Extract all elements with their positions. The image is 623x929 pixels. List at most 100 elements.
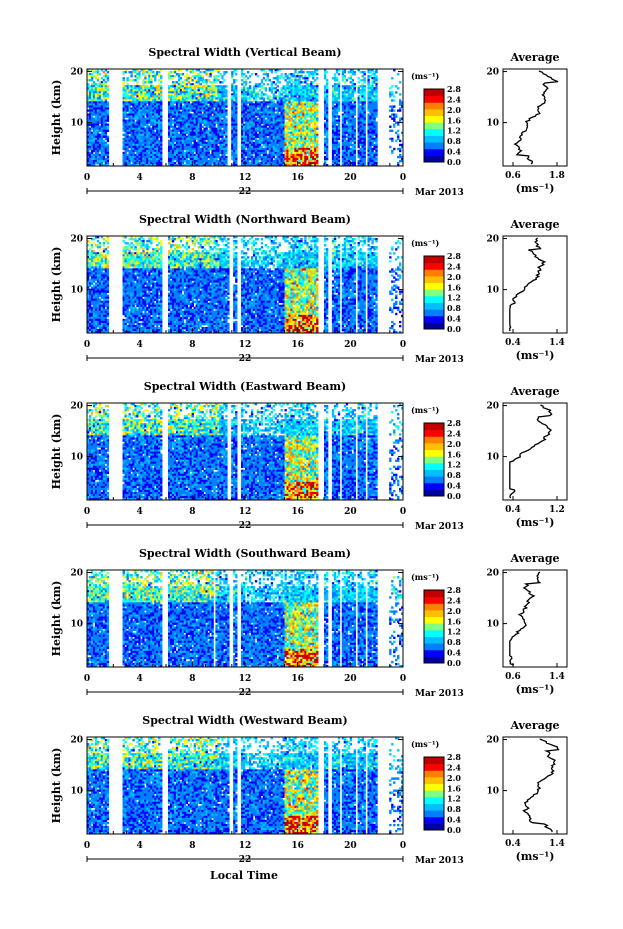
colorbar-segment: [424, 95, 444, 103]
colorbar-tick-label: 0.4: [447, 815, 461, 825]
average-profile-line: [522, 738, 560, 833]
average-y-tick-label: 10: [486, 119, 499, 129]
colorbar-segment: [424, 783, 444, 791]
x-tick-label: 8: [189, 173, 195, 183]
colorbar-segment: [424, 810, 444, 818]
colorbar-segment: [424, 429, 444, 437]
colorbar-segment: [424, 155, 444, 163]
colorbar-segment: [424, 148, 444, 156]
colorbar-tick-label: 2.8: [447, 251, 461, 261]
y-tick-label: 20: [70, 569, 83, 579]
colorbar-segment: [424, 629, 444, 637]
colorbar-tick-label: 2.8: [447, 585, 461, 595]
colorbar-segment: [424, 295, 444, 303]
average-y-tick-label: 20: [486, 402, 499, 412]
colorbar-segment: [424, 603, 444, 611]
colorbar-tick-label: 2.0: [447, 272, 461, 282]
colorbar-tick-label: 1.2: [447, 794, 461, 804]
average-y-tick-label: 10: [486, 620, 499, 630]
average-profile-line: [509, 571, 542, 666]
colorbar-tick-label: 0.8: [447, 804, 461, 814]
x-tick-label: 16: [291, 841, 304, 851]
colorbar-tick-label: 2.4: [447, 595, 461, 605]
panel-title: Spectral Width (Vertical Beam): [148, 46, 341, 59]
y-axis-label: Height (km): [50, 414, 63, 490]
colorbar-segment: [424, 142, 444, 150]
colorbar-frame: [423, 589, 445, 664]
average-x-tick-label: 0.4: [505, 338, 521, 348]
date-label: Mar 2013: [415, 689, 464, 699]
colorbar-segment: [424, 596, 444, 604]
colorbar-segment: [424, 102, 444, 110]
colorbar-segment: [424, 315, 444, 323]
colorbar-segment: [424, 636, 444, 644]
y-tick-label: 10: [70, 453, 83, 463]
colorbar-tick-label: 1.2: [447, 126, 461, 136]
colorbar-tick-label: 0.0: [447, 491, 461, 501]
colorbar-tick-label: 1.6: [447, 115, 461, 125]
average-y-tick-label: 20: [486, 736, 499, 746]
colorbar-segment: [424, 436, 444, 444]
colorbar-segment: [424, 89, 444, 97]
average-profile-line: [509, 404, 553, 499]
colorbar-segment: [424, 476, 444, 484]
x-tick-label: 16: [291, 340, 304, 350]
colorbar-title: (ms⁻¹): [411, 572, 439, 582]
colorbar-segment: [424, 262, 444, 270]
colorbar-segment: [424, 135, 444, 143]
x-tick-label: 0: [84, 841, 90, 851]
average-y-tick-label: 10: [486, 286, 499, 296]
colorbar-segment: [424, 776, 444, 785]
x-axis-title: Local Time: [210, 869, 278, 882]
average-y-tick-label: 20: [486, 569, 499, 579]
colorbar-tick-label: 2.8: [447, 418, 461, 428]
heatmap-cells: [87, 236, 404, 334]
average-profile-line: [513, 70, 559, 165]
average-frame: [502, 736, 568, 835]
colorbar-segment: [424, 449, 444, 457]
colorbar-segment: [424, 643, 444, 651]
y-tick-label: 10: [70, 787, 83, 797]
colorbar-tick-label: 0.4: [447, 147, 461, 157]
x-tick-label: 0: [400, 340, 406, 350]
colorbar-frame: [423, 255, 445, 330]
average-profile-line: [509, 237, 547, 331]
panel-title: Spectral Width (Southward Beam): [139, 547, 351, 560]
colorbar-segment: [424, 823, 444, 831]
day-label: 22: [239, 187, 252, 197]
x-tick-label: 20: [344, 340, 357, 350]
average-x-label: (ms⁻¹): [516, 349, 555, 362]
colorbar-tick-label: 2.4: [447, 428, 461, 438]
y-tick-label: 20: [70, 235, 83, 245]
colorbar-tick-label: 2.0: [447, 773, 461, 783]
colorbar-frame: [423, 88, 445, 163]
colorbar-segment: [424, 656, 444, 664]
colorbar-segment: [424, 269, 444, 277]
x-tick-label: 8: [189, 340, 195, 350]
average-y-tick-label: 20: [486, 68, 499, 78]
colorbar-segment: [424, 616, 444, 624]
average-frame: [502, 68, 568, 167]
heatmap-cells: [87, 737, 404, 835]
x-tick-label: 4: [137, 674, 143, 684]
colorbar-tick-label: 2.0: [447, 439, 461, 449]
average-x-label: (ms⁻¹): [516, 182, 555, 195]
x-tick-label: 0: [84, 340, 90, 350]
y-tick-label: 20: [70, 736, 83, 746]
x-tick-label: 4: [137, 173, 143, 183]
panel-3: Spectral Width (Southward Beam) Height (k…: [50, 547, 568, 699]
average-title: Average: [509, 719, 559, 732]
colorbar-segment: [424, 256, 444, 264]
average-x-tick-label: 0.4: [505, 839, 521, 849]
average-x-tick-label: 1.4: [549, 338, 565, 348]
panel-title: Spectral Width (Westward Beam): [142, 714, 347, 727]
average-y-tick-label: 10: [486, 787, 499, 797]
colorbar-frame: [423, 756, 445, 831]
day-label: 22: [239, 688, 252, 698]
colorbar-segment: [424, 456, 444, 464]
colorbar-title: (ms⁻¹): [411, 238, 439, 248]
day-label: 22: [239, 354, 252, 364]
average-x-label: (ms⁻¹): [516, 850, 555, 863]
colorbar-segment: [424, 122, 444, 130]
colorbar-segment: [424, 322, 444, 330]
